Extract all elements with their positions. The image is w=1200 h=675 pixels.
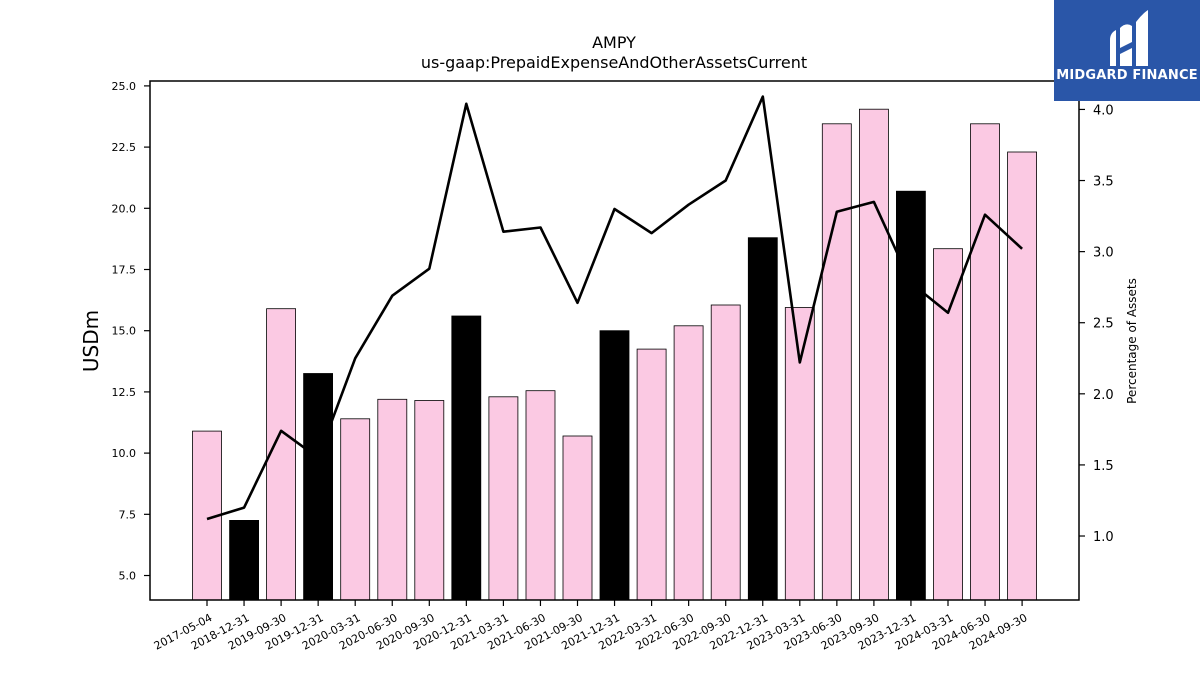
bar	[933, 248, 963, 601]
y2-tick-label: 2.0	[1093, 388, 1114, 403]
midgard-logo-icon	[1110, 10, 1148, 66]
right-axis-ticks: 1.0 1.5 2.0 2.5 3.0 3.5 4.0	[1079, 103, 1114, 545]
y-tick-label: 20.0	[112, 202, 137, 215]
y2-tick-label: 1.5	[1093, 459, 1114, 474]
y-tick-label: 15.0	[112, 325, 137, 338]
bar	[562, 435, 593, 601]
bar	[859, 108, 889, 601]
bar	[1007, 151, 1037, 601]
bar	[747, 237, 778, 601]
y2-tick-label: 1.0	[1093, 530, 1114, 545]
percentage-line	[206, 95, 1023, 521]
logo-text: MIDGARD FINANCE	[1056, 68, 1198, 83]
y2-tick-label: 2.5	[1093, 317, 1114, 332]
y2-tick-label: 4.0	[1093, 103, 1114, 118]
bar	[896, 190, 926, 601]
bar	[710, 304, 741, 601]
bar	[599, 330, 630, 601]
y-tick-label: 5.0	[119, 570, 137, 583]
bar	[303, 373, 334, 601]
bar	[266, 308, 297, 601]
y2-axis-label: Percentage of Assets	[1125, 278, 1139, 404]
y2-tick-label: 3.0	[1093, 246, 1114, 261]
y-tick-label: 10.0	[112, 447, 137, 460]
chart-title: AMPY	[592, 33, 636, 52]
left-axis-ticks: 5.0 7.5 10.0 12.5 15.0 17.5 20.0 22.5 25.0	[112, 80, 150, 583]
bar	[525, 390, 556, 601]
bar	[451, 315, 482, 601]
y-tick-label: 25.0	[112, 80, 137, 93]
bars-group	[192, 108, 1037, 601]
midgard-finance-logo: MIDGARD FINANCE	[1054, 0, 1200, 101]
y-tick-label: 7.5	[119, 508, 137, 521]
bar	[414, 400, 445, 601]
bar	[970, 123, 1000, 601]
chart-subtitle: us-gaap:PrepaidExpenseAndOtherAssetsCurr…	[421, 53, 807, 72]
y-tick-label: 12.5	[112, 386, 137, 399]
bar	[340, 418, 371, 601]
y-tick-label: 17.5	[112, 264, 137, 277]
y-axis-label: USDm	[79, 310, 103, 372]
bar	[673, 325, 704, 601]
bar	[377, 398, 408, 601]
bar	[821, 123, 852, 601]
bar	[784, 307, 815, 601]
x-axis-ticks: 2017-05-042018-12-312019-09-302019-12-31…	[152, 600, 1030, 653]
bar	[229, 520, 260, 601]
bar	[636, 348, 667, 601]
y2-tick-label: 3.5	[1093, 175, 1114, 190]
y-tick-label: 22.5	[112, 141, 137, 154]
bar	[488, 396, 519, 601]
